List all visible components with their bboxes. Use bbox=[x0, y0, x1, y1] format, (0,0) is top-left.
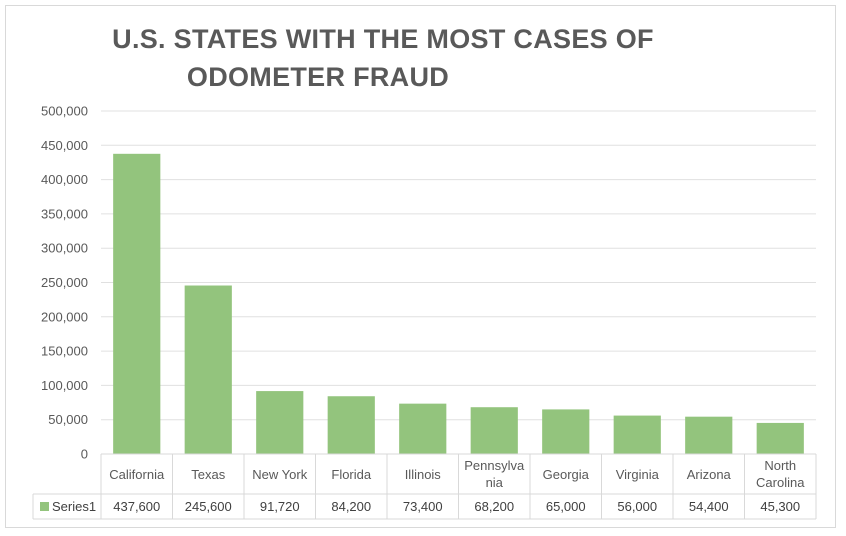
data-label: 437,600 bbox=[113, 499, 160, 514]
data-label: 91,720 bbox=[260, 499, 300, 514]
bar bbox=[113, 153, 161, 454]
bar bbox=[685, 416, 733, 454]
bar bbox=[256, 391, 304, 454]
legend-key bbox=[40, 502, 49, 511]
y-tick-label: 500,000 bbox=[41, 104, 88, 119]
category-label: California bbox=[109, 467, 165, 482]
data-label: 68,200 bbox=[474, 499, 514, 514]
y-tick-label: 150,000 bbox=[41, 344, 88, 359]
category-label: Carolina bbox=[756, 475, 805, 490]
bar bbox=[399, 403, 447, 454]
category-label: Georgia bbox=[543, 467, 590, 482]
bar bbox=[470, 407, 518, 454]
category-label: Virginia bbox=[616, 467, 660, 482]
category-label: Illinois bbox=[405, 467, 442, 482]
bar bbox=[756, 422, 804, 454]
chart-title-line-1: U.S. STATES WITH THE MOST CASES OF bbox=[112, 24, 654, 54]
series-name: Series1 bbox=[52, 499, 96, 514]
data-label: 65,000 bbox=[546, 499, 586, 514]
category-label: North bbox=[764, 458, 796, 473]
bar bbox=[613, 415, 661, 454]
category-label: Pennsylva bbox=[464, 458, 525, 473]
data-label: 54,400 bbox=[689, 499, 729, 514]
category-label: Texas bbox=[191, 467, 225, 482]
bar bbox=[542, 409, 590, 454]
data-label: 84,200 bbox=[331, 499, 371, 514]
y-tick-label: 0 bbox=[81, 447, 88, 462]
y-tick-label: 450,000 bbox=[41, 138, 88, 153]
category-label: New York bbox=[252, 467, 307, 482]
y-tick-label: 200,000 bbox=[41, 309, 88, 324]
data-label: 73,400 bbox=[403, 499, 443, 514]
y-tick-label: 350,000 bbox=[41, 206, 88, 221]
chart-title: U.S. STATES WITH THE MOST CASES OF ODOME… bbox=[0, 20, 846, 96]
bar bbox=[184, 285, 232, 454]
category-label: nia bbox=[486, 475, 504, 490]
chart-title-line-2: ODOMETER FRAUD bbox=[186, 62, 450, 92]
y-tick-label: 100,000 bbox=[41, 378, 88, 393]
y-tick-label: 50,000 bbox=[48, 412, 88, 427]
category-label: Florida bbox=[331, 467, 372, 482]
bar bbox=[327, 396, 375, 454]
data-label: 245,600 bbox=[185, 499, 232, 514]
y-tick-label: 400,000 bbox=[41, 172, 88, 187]
data-label: 56,000 bbox=[617, 499, 657, 514]
data-label: 45,300 bbox=[760, 499, 800, 514]
category-label: Arizona bbox=[687, 467, 732, 482]
y-tick-label: 300,000 bbox=[41, 241, 88, 256]
y-tick-label: 250,000 bbox=[41, 275, 88, 290]
